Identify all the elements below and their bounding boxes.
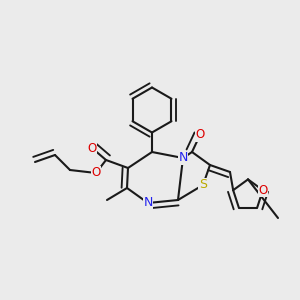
Text: O: O (92, 167, 100, 179)
Text: O: O (87, 142, 97, 154)
Text: N: N (143, 196, 153, 209)
Text: N: N (178, 152, 188, 164)
Text: S: S (199, 178, 207, 191)
Text: O: O (258, 184, 268, 197)
Text: O: O (195, 128, 205, 142)
